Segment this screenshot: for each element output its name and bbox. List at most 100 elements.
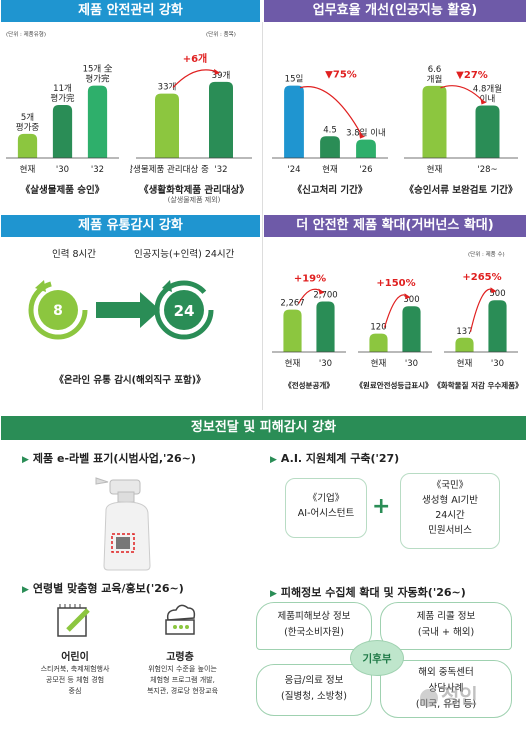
data-label-p6-1: 2,700 <box>313 290 337 300</box>
edu-title: ▶ 연령별 맞춤형 교육/홍보('26~) <box>22 582 184 595</box>
change-arrowhead-p3 <box>359 132 365 139</box>
data-label-p6-0: 2,267 <box>280 299 304 309</box>
unit-label: (단위 : 제품유형) <box>6 32 47 38</box>
data-label-p2-1: 39개 <box>212 70 231 81</box>
watermark-icon <box>420 688 438 707</box>
harm-box-poison: 해외 중독센터 상담사례 (미국, 유럽 등) <box>380 660 512 718</box>
caption-p4: 《승인서류 보완검토 기간》 <box>404 185 518 196</box>
tick-label-p8-0: 현재 <box>457 359 473 369</box>
tick-label-p3-2: '26 <box>359 165 372 175</box>
data-label-p7-1: 300 <box>403 295 419 305</box>
notebook-icon <box>57 604 90 637</box>
tick-label-p6-0: 현재 <box>285 359 301 369</box>
data-label-p1-0: 평가중 <box>16 122 40 133</box>
data-label-p1-1: 평가完 <box>50 93 75 104</box>
left-time-label: 인력 8시간 <box>52 249 97 260</box>
bar-p4-1 <box>475 105 500 158</box>
caption-p1: 《살생물제품 승인》 <box>20 185 105 196</box>
harm-box-compensation: 제품피해보상 정보 (한국소비자원) <box>256 602 372 650</box>
harm-box-medical: 응급/의료 정보 (질병청, 소방청) <box>256 664 372 716</box>
change-label-p3: ▼75% <box>325 70 357 81</box>
distribution-graphic: 8 24 <box>28 280 214 340</box>
change-label-p4: ▼27% <box>456 70 488 81</box>
tick-label-p3-1: 현재 <box>322 165 338 175</box>
kids-desc: 스티커북, 축제체험행사 공모전 등 체험 경험 중심 <box>40 665 110 695</box>
harm-title: ▶ 피해정보 수집체 확대 및 자동화('26~) <box>270 586 466 599</box>
tick-label-p6-1: '30 <box>319 359 332 369</box>
data-label-p3-0: 15일 <box>285 75 304 85</box>
tick-label-p7-1: '30 <box>405 359 418 369</box>
cloud-monitor-icon <box>165 604 196 635</box>
clock-8-value: 8 <box>53 303 63 319</box>
caption-p2-sub: (살생물제품 제외) <box>167 196 221 204</box>
data-label-p3-2: 3.8일 이내 <box>346 128 386 139</box>
tick-label-p1-2: '32 <box>91 165 104 175</box>
change-label-p7: +150% <box>376 278 415 289</box>
tick-label-p1-0: 현재 <box>20 165 36 175</box>
data-label-p1-2: 평가完 <box>85 74 110 85</box>
tick-label-p4-0: 현재 <box>427 165 443 175</box>
change-arrowhead-p2 <box>214 68 220 75</box>
caption-p6: 《전성분공개》 <box>284 381 334 390</box>
harm-box-recall: 제품 리콜 정보 (국내 + 해외) <box>380 602 512 650</box>
tick-label-p7-0: 현재 <box>371 359 387 369</box>
data-label-p1-0: 5개 <box>21 112 34 123</box>
plus-icon: + <box>372 494 391 519</box>
data-label-p1-1: 11개 <box>53 83 72 94</box>
clock-8-icon: 8 <box>28 280 88 340</box>
unit-label: (단위 : 품목) <box>206 32 236 38</box>
change-label-p2: +6개 <box>183 52 208 65</box>
data-label-p4-0: 6.6 <box>428 65 442 75</box>
tick-label-p2-1: '32 <box>214 165 227 175</box>
clock-24-icon: 24 <box>154 280 214 340</box>
data-label-p8-1: 500 <box>489 289 505 299</box>
caption-p2: 《생활화학제품 관리대상》 <box>139 185 249 196</box>
bar-p6-1 <box>316 301 335 352</box>
chart-p6: 2,267 현재 2,700 '30 +19% <box>272 273 346 369</box>
data-label-p1-2: 15개 全 <box>83 64 113 75</box>
change-arrow-p4 <box>440 85 484 102</box>
change-arrowhead-p7 <box>404 293 411 300</box>
right-time-label: 인공지능(+인력) 24시간 <box>134 249 235 260</box>
change-arrow-p2 <box>172 69 218 88</box>
data-label-p3-1: 4.5 <box>323 125 337 135</box>
elabel-title: ▶ 제품 e-라벨 표기(시범사업,'26~) <box>22 452 196 465</box>
data-label-p4-0: 개월 <box>427 74 443 85</box>
data-label-p8-0: 137 <box>456 327 472 337</box>
bar-p1-0 <box>17 133 38 158</box>
header-expansion: 더 안전한 제품 확대(거버넌스 확대) <box>264 215 526 237</box>
bar-p2-0 <box>155 93 179 158</box>
center-ministry: 기후부 <box>350 640 404 676</box>
bar-p3-1 <box>320 136 340 158</box>
change-arrowhead-p8 <box>490 287 497 294</box>
kids-title: 어린이 <box>61 652 89 663</box>
bar-p1-1 <box>52 104 73 158</box>
header-product-safety: 제품 안전관리 강화 <box>1 0 260 22</box>
caption-p5: 《온라인 유통 감시(해외직구 포함)》 <box>54 375 206 386</box>
change-arrow-p3 <box>299 86 363 136</box>
ai-citizen-box: 《국민》 생성형 AI기반 24시간 민원서비스 <box>400 473 500 549</box>
ai-title: ▶ A.I. 지원체계 구축('27) <box>270 452 400 465</box>
caption-p3: 《신고처리 기간》 <box>292 185 368 196</box>
change-label-p6: +19% <box>294 273 326 284</box>
unit-label: (단위 : 제품 수) <box>468 252 505 258</box>
data-label-p7-0: 120 <box>370 323 386 333</box>
arrow-right-icon <box>96 292 160 328</box>
header-efficiency: 업무효율 개선(인공지능 활용) <box>264 0 526 22</box>
caption-p7: 《원료안전성등급표시》 <box>355 381 433 390</box>
data-label-p2-0: 33개 <box>158 82 177 93</box>
tick-label-p4-1: '28~ <box>477 165 497 175</box>
header-distribution: 제품 유통감시 강화 <box>1 215 260 237</box>
bar-p8-0 <box>455 337 474 352</box>
elder-desc: 위험인지 수준을 높이는 체험형 프로그램 개발, 복지관, 경로당 현장교육 <box>146 665 219 695</box>
bar-p1-2 <box>87 85 108 158</box>
chart-p3: 15일 '24 4.5 현재 3.8일 이내 '26 ▼75% <box>272 70 388 175</box>
data-label-p4-1: 이내 <box>480 94 496 105</box>
bar-p4-0 <box>422 85 447 158</box>
tick-label-p3-0: '24 <box>287 165 300 175</box>
bar-p7-1 <box>402 306 421 352</box>
data-label-p4-1: 4.8개월 <box>473 84 502 95</box>
